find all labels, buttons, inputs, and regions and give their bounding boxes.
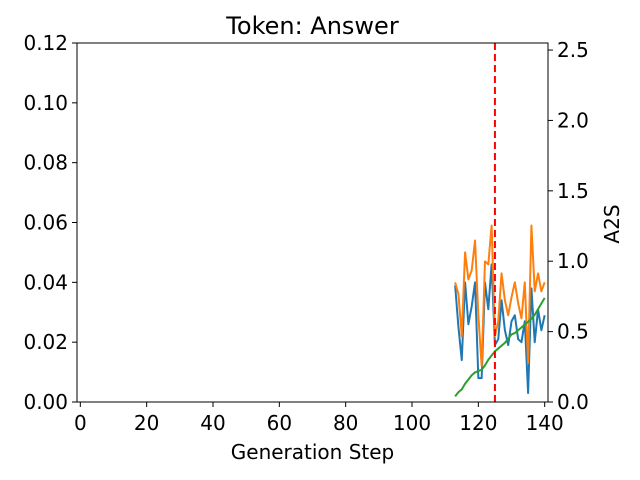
y-tick-label: 0.04: [23, 270, 68, 294]
y-tick-label: 0.06: [23, 211, 68, 235]
series-line-2: [454, 224, 546, 368]
y-axis-left: 0.00 0.02 0.04 0.06 0.08 0.10 0.12: [23, 31, 77, 414]
plot-area: [77, 43, 548, 402]
y2-tick-label: 0.5: [557, 320, 589, 344]
y-tick-label: 0.08: [23, 151, 68, 175]
y-tick-label: 0.10: [23, 91, 68, 115]
y-tick-label: 0.02: [23, 330, 68, 354]
x-tick-label: 80: [333, 411, 358, 435]
x-tick-label: 0: [74, 411, 87, 435]
y2-tick-label: 2.5: [557, 38, 589, 62]
y2-tick-label: 2.0: [557, 108, 589, 132]
y2-tick-label: 1.0: [557, 249, 589, 273]
y2-tick-label: 1.5: [557, 179, 589, 203]
x-tick-label: 60: [267, 411, 292, 435]
series-line-3: [454, 297, 546, 397]
series-line-1: [454, 263, 546, 395]
series-layer: [454, 224, 546, 397]
y-axis-right: 0.0 0.5 1.0 1.5 2.0 2.5: [548, 38, 589, 414]
x-axis: 0 20 40 60 80 100 120 140: [74, 402, 564, 435]
y2-tick-label: 0.0: [557, 390, 589, 414]
x-tick-label: 20: [134, 411, 159, 435]
x-tick-label: 100: [393, 411, 431, 435]
x-tick-label: 40: [200, 411, 225, 435]
y-tick-label: 0.12: [23, 31, 68, 55]
x-axis-label: Generation Step: [231, 440, 394, 464]
x-tick-label: 140: [526, 411, 564, 435]
x-tick-label: 120: [459, 411, 497, 435]
y-tick-label: 0.00: [23, 390, 68, 414]
chart-title: Token: Answer: [225, 12, 399, 40]
y2-axis-label: A2S: [600, 204, 624, 243]
